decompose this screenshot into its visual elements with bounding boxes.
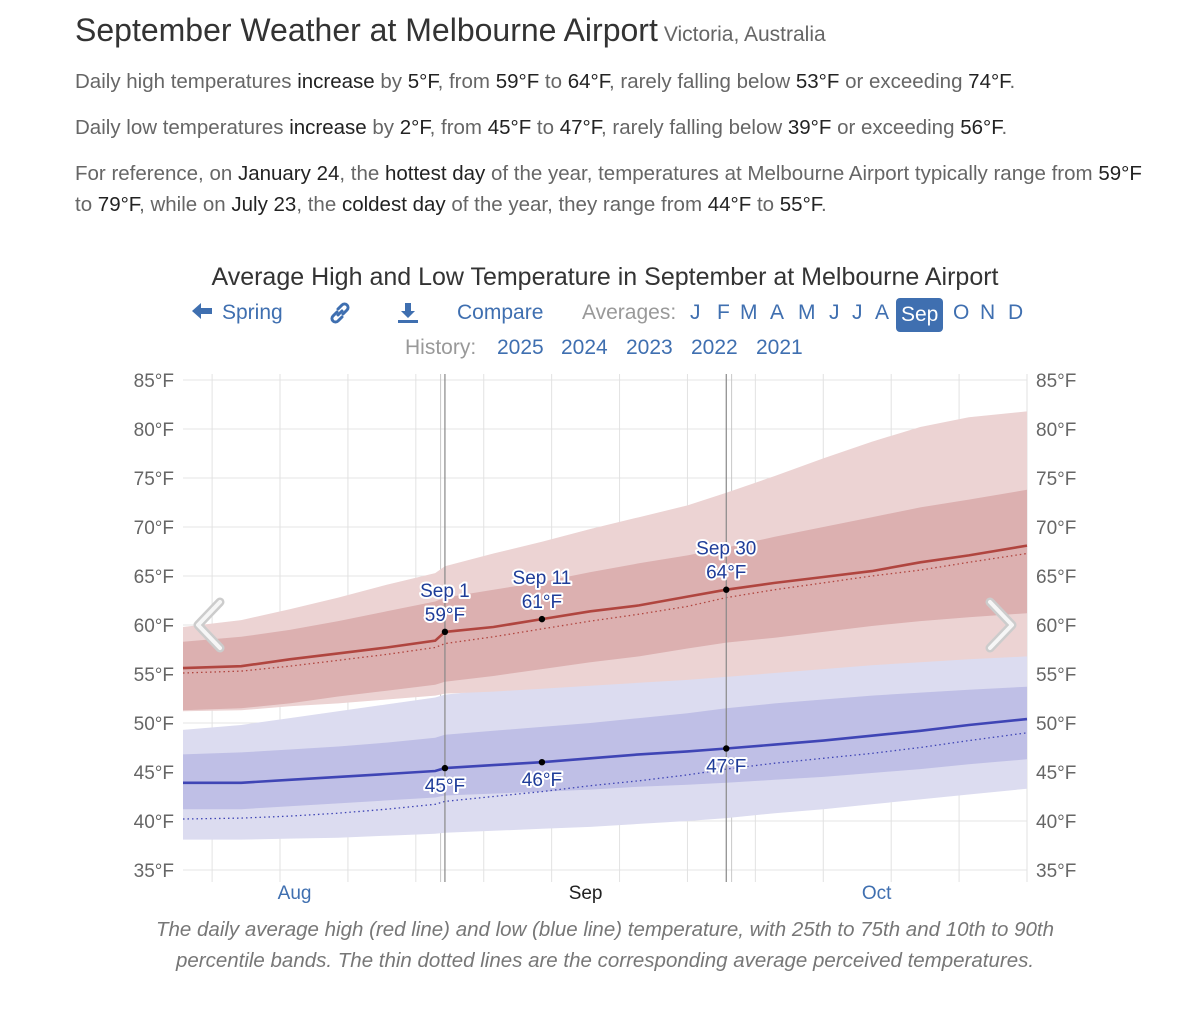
chart-bands [183,411,1027,840]
marker-date-label: Sep 30 [696,539,756,560]
page-header: September Weather at Melbourne Airport Vi… [75,12,826,49]
x-month-label: Oct [862,883,892,904]
month-jun[interactable]: J [829,301,840,324]
marker-value-label: 45°F [425,776,465,797]
y-tick-label-right: 65°F [1036,567,1076,588]
page-title: September Weather at Melbourne Airport [75,12,658,48]
month-jul[interactable]: J [852,301,863,324]
y-tick-label-right: 60°F [1036,616,1076,637]
reference-summary: For reference, on January 24, the hottes… [75,162,1142,216]
low-mean-line [183,717,1028,785]
download-icon [398,303,418,323]
chart-guides [444,374,727,882]
y-tick-label-left: 85°F [134,371,174,392]
chart-lines [182,544,1028,820]
chart-title: Average High and Low Temperature in Sept… [211,263,999,291]
month-mar[interactable]: M [740,301,758,324]
month-oct[interactable]: O [953,301,970,324]
high-marker-point [441,628,449,636]
y-tick-label-left: 75°F [134,469,174,490]
chart-markers: Sep 1 59°F Sep 11 61°F Sep 30 64°F 45°F 46°F 47°… [418,537,758,799]
temperature-chart: Sep 1 59°F Sep 11 61°F Sep 30 64°F 45°F 46°F 47°… [134,371,1077,904]
month-dec[interactable]: D [1008,301,1024,324]
y-tick-label-right: 80°F [1036,420,1076,441]
y-tick-label-left: 40°F [134,812,174,833]
history-year-2021[interactable]: 2021 [756,336,803,359]
high-marker-point [538,615,546,623]
chart-caption: The daily average high (red line) and lo… [156,918,1054,972]
marker-value-label: 64°F [706,563,746,584]
y-tick-label-right: 50°F [1036,714,1076,735]
month-selector: J F M A M J J A Sep O N D [690,298,1030,332]
y-tick-label-right: 35°F [1036,861,1076,882]
history-year-2022[interactable]: 2022 [691,336,738,359]
month-may[interactable]: M [798,301,816,324]
page-subtitle: Victoria, Australia [663,23,826,46]
history-label: History: [405,336,477,359]
month-jan[interactable]: J [690,301,701,324]
marker-date-label: Sep 1 [420,581,470,602]
x-month-label: Sep [569,883,603,904]
y-tick-label-left: 70°F [134,518,174,539]
low-marker-point [723,745,730,752]
chevron-right-icon[interactable] [985,597,1017,653]
y-tick-label-left: 55°F [134,665,174,686]
high-temperature-summary: Daily high temperatures increase by 5°F,… [75,70,1016,93]
y-tick-label-right: 85°F [1036,371,1076,392]
y-tick-label-right: 40°F [1036,812,1076,833]
low-marker-point [538,759,546,766]
history-year-2023[interactable]: 2023 [626,336,673,359]
marker-date-label: Sep 11 [513,568,572,589]
low-marker-point [441,764,449,772]
averages-label: Averages: [582,301,677,324]
y-tick-label-left: 50°F [134,714,174,735]
link-icon [330,302,350,324]
y-tick-label-right: 70°F [1036,518,1076,539]
high-band-25-75 [183,489,1027,711]
y-tick-label-left: 45°F [134,763,174,784]
marker-value-label: 47°F [706,756,746,777]
month-aug[interactable]: A [875,301,890,324]
chevron-left-icon[interactable] [193,597,225,653]
y-tick-label-left: 60°F [134,616,174,637]
high-mean-line [182,544,1028,670]
low-temperature-summary: Daily low temperatures increase by 2°F, … [75,116,1008,139]
y-tick-label-left: 35°F [134,861,174,882]
arrow-left-icon [192,303,212,319]
month-apr[interactable]: A [770,301,785,324]
x-month-label: Aug [278,883,312,904]
download-button[interactable] [396,301,420,328]
marker-value-label: 61°F [522,592,562,613]
month-sep[interactable]: Sep [896,298,944,332]
y-tick-label-right: 75°F [1036,469,1076,490]
marker-value-label: 59°F [425,605,465,626]
history-year-2025[interactable]: 2025 [497,336,544,359]
chart-axes: 85°F 85°F 80°F 80°F 75°F 75°F 70°F 70°F 65°F 65°F… [134,371,1077,904]
permalink-button[interactable] [328,301,352,328]
y-tick-label-left: 80°F [134,420,174,441]
y-tick-label-right: 55°F [1036,665,1076,686]
compare-link[interactable]: Compare [457,301,544,324]
month-nov[interactable]: N [980,301,996,324]
low-band-25-75 [183,686,1027,810]
month-feb[interactable]: F [717,301,730,324]
y-tick-label-right: 45°F [1036,763,1076,784]
y-tick-label-left: 65°F [134,567,174,588]
prev-season-link[interactable]: Spring [190,301,283,325]
high-marker-point [723,586,730,593]
history-year-2024[interactable]: 2024 [561,336,608,359]
marker-value-label: 46°F [522,770,562,791]
